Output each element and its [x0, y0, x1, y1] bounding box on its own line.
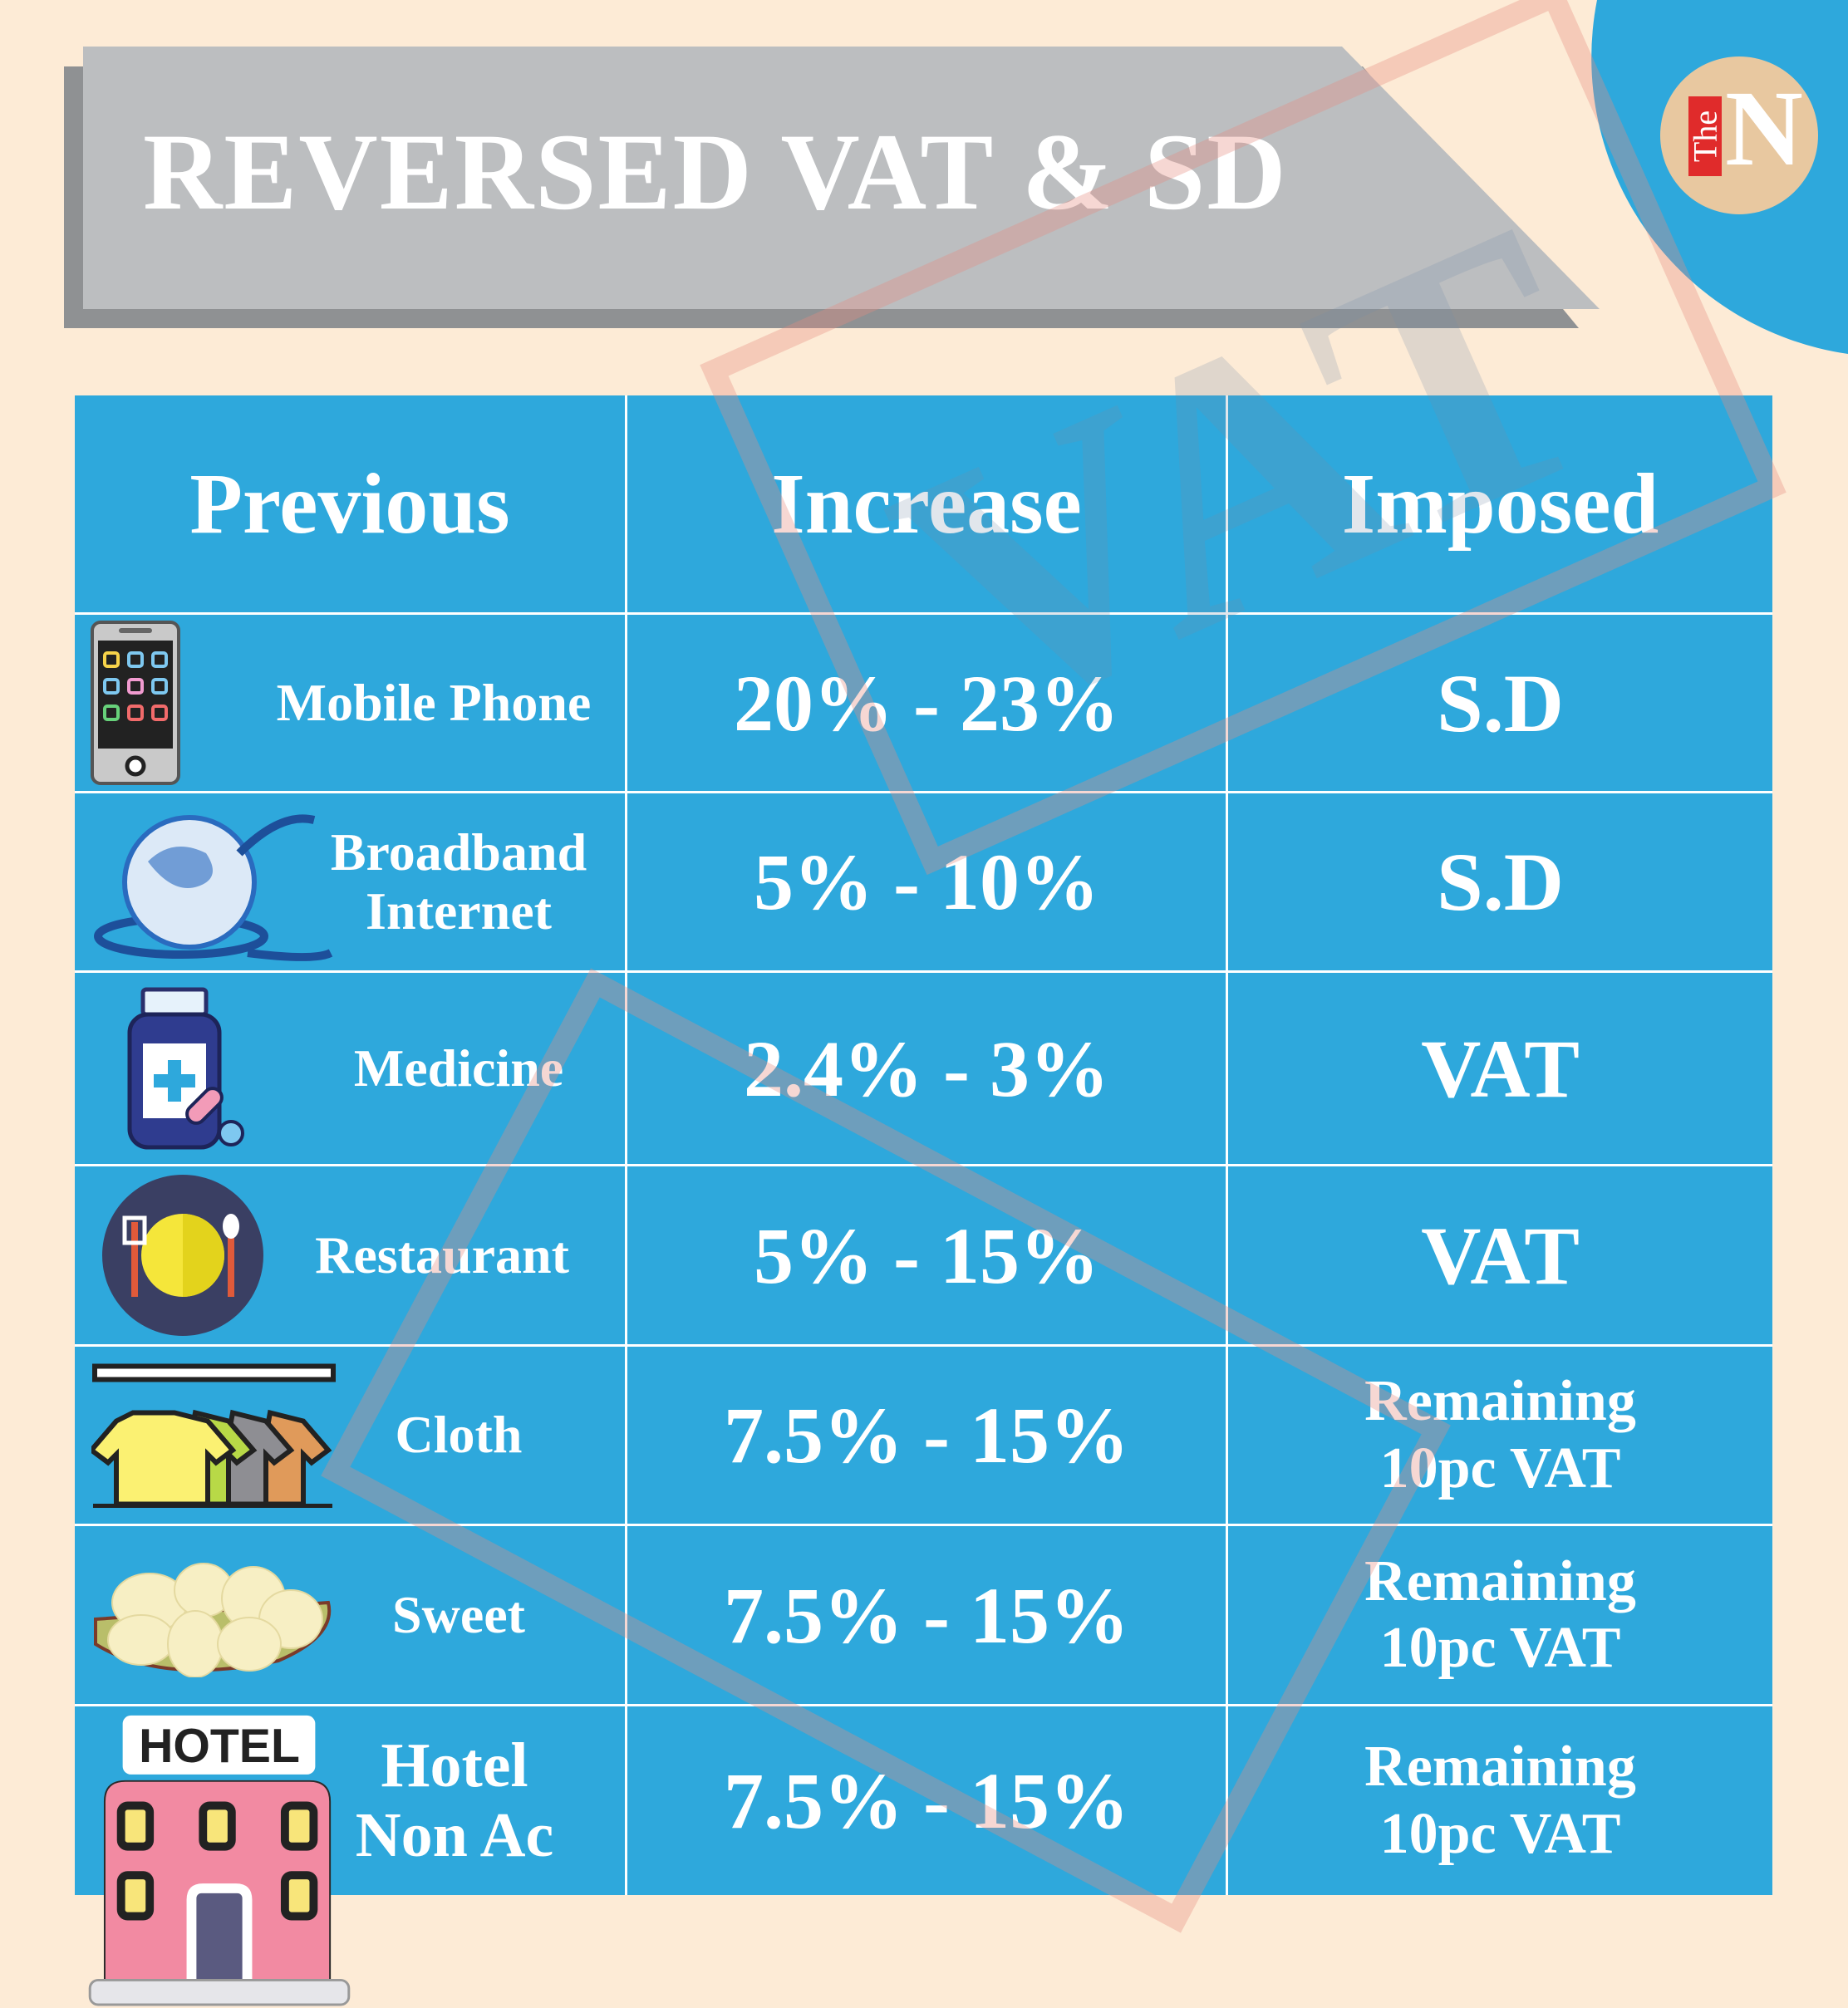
item-label: Hotel Non Ac: [317, 1731, 592, 1870]
sweets-plate-icon: [94, 1563, 332, 1677]
header-increase: Increase: [627, 395, 1228, 615]
imposed-line1: Remaining: [1364, 1369, 1636, 1433]
item-label: Broadband Internet: [309, 822, 608, 940]
header-previous: Previous: [75, 395, 627, 615]
increase-value: 2.4% - 3%: [627, 973, 1228, 1166]
vat-table: Previous Increase Imposed Mobile Phone 2…: [75, 395, 1772, 1895]
imposed-value: VAT: [1228, 973, 1772, 1166]
hotel-icon: HOTEL: [88, 1715, 351, 2006]
increase-value: 20% - 23%: [627, 615, 1228, 793]
item-sweet: Sweet: [75, 1526, 627, 1706]
page-title: REVERSED VAT & SD: [143, 110, 1288, 233]
item-label: Restaurant: [315, 1225, 569, 1284]
mobile-phone-icon: [91, 621, 180, 785]
hotel-sign-text: HOTEL: [139, 1720, 300, 1773]
item-restaurant: Restaurant: [75, 1166, 627, 1347]
increase-value: 5% - 15%: [627, 1166, 1228, 1347]
logo-the-box: The: [1686, 96, 1724, 176]
item-hotel-non-ac: Hotel Non Ac: [75, 1706, 627, 1895]
item-label: Cloth: [395, 1405, 523, 1465]
item-label-line1: Hotel: [381, 1730, 528, 1800]
imposed-line1: Remaining: [1364, 1735, 1636, 1799]
logo-n: N: [1725, 69, 1803, 189]
logo-the: The: [1686, 110, 1724, 163]
increase-value: 7.5% - 15%: [627, 1526, 1228, 1706]
imposed-line2: 10pc VAT: [1379, 1436, 1621, 1500]
imposed-line2: 10pc VAT: [1379, 1801, 1621, 1866]
item-broadband-internet: Broadband Internet: [75, 793, 627, 973]
imposed-value: Remaining 10pc VAT: [1228, 1347, 1772, 1526]
imposed-value: VAT: [1228, 1166, 1772, 1347]
imposed-value: S.D: [1228, 615, 1772, 793]
increase-value: 7.5% - 15%: [627, 1347, 1228, 1526]
item-label-line2: Non Ac: [355, 1799, 554, 1870]
header-imposed: Imposed: [1228, 395, 1772, 615]
logo: The N: [1660, 56, 1818, 214]
imposed-value: Remaining 10pc VAT: [1228, 1526, 1772, 1706]
title-banner: [64, 47, 1600, 328]
imposed-line2: 10pc VAT: [1379, 1616, 1621, 1680]
item-cloth: Cloth: [75, 1347, 627, 1526]
item-medicine: Medicine: [75, 973, 627, 1166]
item-label-line2: Internet: [366, 881, 552, 940]
item-label-line1: Broadband: [330, 822, 587, 882]
increase-value: 7.5% - 15%: [627, 1706, 1228, 1895]
item-label: Mobile Phone: [276, 672, 592, 732]
globe-internet-icon: [94, 813, 333, 961]
item-label: Sweet: [392, 1584, 525, 1644]
clothes-rack-icon: [91, 1363, 336, 1508]
item-label: Medicine: [353, 1038, 564, 1097]
imposed-value: S.D: [1228, 793, 1772, 973]
medicine-bottle-icon: [127, 987, 244, 1150]
item-mobile-phone: Mobile Phone: [75, 615, 627, 793]
imposed-value: Remaining 10pc VAT: [1228, 1706, 1772, 1895]
imposed-line1: Remaining: [1364, 1549, 1636, 1613]
restaurant-plate-icon: [102, 1175, 263, 1336]
increase-value: 5% - 10%: [627, 793, 1228, 973]
